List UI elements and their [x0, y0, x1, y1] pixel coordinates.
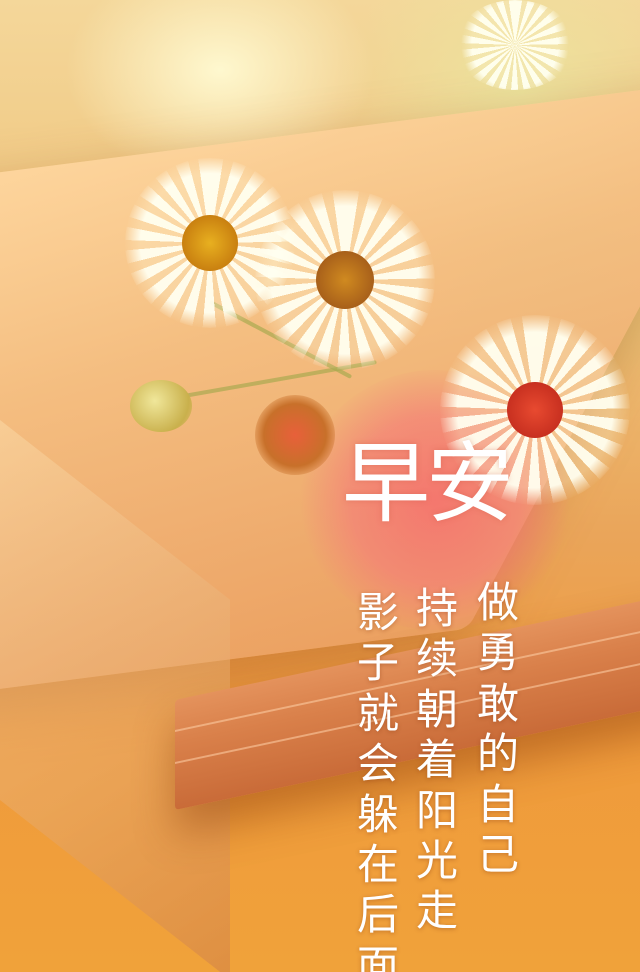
flower-bud: [130, 380, 192, 432]
greeting-title: 早安: [342, 432, 514, 535]
daisy-flower: [440, 315, 630, 505]
daisy-flower: [255, 190, 435, 370]
daisy-flower: [235, 375, 355, 495]
vertical-text-line: 做勇敢的自己: [476, 578, 519, 879]
daisy-flower: [455, 0, 575, 90]
vertical-text-line: 持续朝着阳光走: [415, 584, 458, 936]
vertical-text-line: 影子就会躲在后面: [356, 588, 399, 972]
